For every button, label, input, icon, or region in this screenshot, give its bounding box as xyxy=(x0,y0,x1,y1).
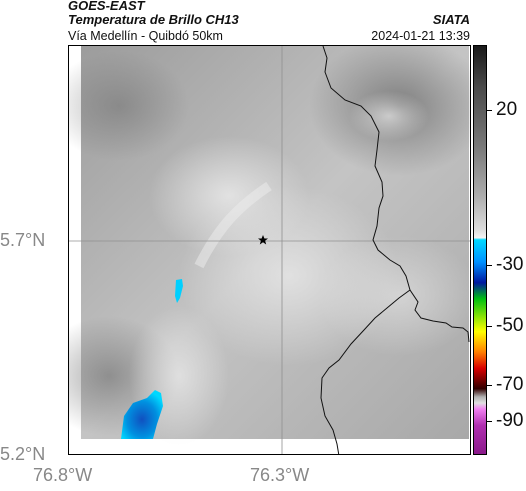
colorbar-label: -50 xyxy=(496,315,524,336)
satellite-map xyxy=(68,45,471,455)
latitude-label: 5.2°N xyxy=(0,444,46,464)
department-border-south xyxy=(320,289,411,454)
colorbar-tick xyxy=(487,385,492,386)
longitude-label: 76.3°W xyxy=(250,465,310,485)
colorbar-label: -30 xyxy=(496,254,524,275)
colorbar-label: 20 xyxy=(496,99,518,120)
location-star-marker xyxy=(258,235,268,245)
map-canvas xyxy=(69,46,470,454)
colorbar-tick xyxy=(487,265,492,266)
route-label: Vía Medellín - Quibdó 50km xyxy=(68,29,223,43)
satellite-name: GOES-EAST xyxy=(68,0,145,13)
cold-cloud-patch-large xyxy=(121,390,163,439)
colorbar-tick xyxy=(487,110,492,111)
department-border xyxy=(322,46,470,343)
colorbar-label: -90 xyxy=(496,410,524,431)
latitude-label: 5.7°N xyxy=(0,230,46,250)
colorbar-tick xyxy=(487,421,492,422)
cold-cloud-patch-small xyxy=(175,279,183,303)
product-title: Temperatura de Brillo CH13 xyxy=(68,12,239,27)
colorbar-label: -70 xyxy=(496,374,524,395)
timestamp: 2024-01-21 13:39 xyxy=(371,29,470,43)
temperature-colorbar xyxy=(473,45,487,455)
brightness-temperature-field xyxy=(69,46,470,446)
organization-label: SIATA xyxy=(432,12,470,27)
longitude-label: 76.8°W xyxy=(33,465,93,485)
colorbar-tick xyxy=(487,326,492,327)
